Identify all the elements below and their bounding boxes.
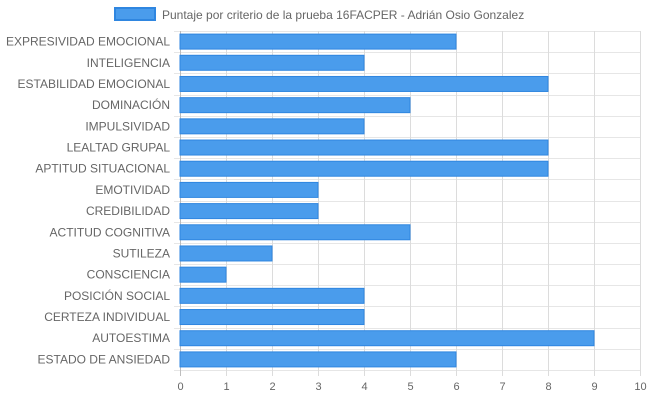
x-tick-label: 6 [453,381,459,393]
bar[interactable] [179,287,365,304]
bar[interactable] [179,351,457,368]
bar[interactable] [179,224,411,241]
x-tick-label: 4 [361,381,367,393]
bar[interactable] [179,160,549,177]
bar[interactable] [179,245,273,262]
x-tick-label: 9 [591,381,597,393]
legend-label: Puntaje por criterio de la prueba 16FACP… [162,8,524,22]
category-label: IMPULSIVIDAD [85,119,170,133]
category-label: LEALTAD GRUPAL [67,141,171,155]
category-label: POSICIÓN SOCIAL [64,288,170,303]
x-tick-label: 3 [315,381,321,393]
bar[interactable] [179,139,549,156]
x-tick-label: 8 [545,381,551,393]
x-tick-label: 5 [407,381,413,393]
legend-swatch [114,7,156,21]
category-label: SUTILEZA [113,246,170,260]
bar[interactable] [179,181,319,198]
bar[interactable] [179,33,457,50]
bar[interactable] [179,97,411,114]
category-label: ESTABILIDAD EMOCIONAL [18,77,171,91]
category-label: ESTADO DE ANSIEDAD [38,352,171,366]
x-tick-label: 2 [269,381,275,393]
bar[interactable] [179,309,365,326]
x-tick-label: 10 [634,381,646,393]
x-tick-label: 0 [177,381,183,393]
bar[interactable] [179,330,595,347]
category-label: INTELIGENCIA [87,56,170,70]
category-label: CREDIBILIDAD [86,204,170,218]
category-label: CONSCIENCIA [87,268,170,282]
category-label: CERTEZA INDIVIDUAL [44,310,170,324]
category-labels: EXPRESIVIDAD EMOCIONAL INTELIGENCIA ESTABI… [6,35,170,367]
x-tick-label: 1 [223,381,229,393]
category-label: APTITUD SITUACIONAL [35,162,170,176]
bar[interactable] [179,203,319,220]
bars [179,33,595,368]
x-tick-label: 7 [499,381,505,393]
legend[interactable]: Puntaje por criterio de la prueba 16FACP… [114,7,524,22]
bar[interactable] [179,75,549,92]
category-label: AUTOESTIMA [92,331,170,345]
category-label: ACTITUD COGNITIVA [50,225,170,239]
bar[interactable] [179,54,365,71]
x-axis-tick-labels: 0 1 2 3 4 5 6 7 8 9 10 [177,381,646,393]
category-label: DOMINACIÓN [92,97,170,112]
bar[interactable] [179,266,227,283]
category-label: EXPRESIVIDAD EMOCIONAL [6,35,170,49]
bar[interactable] [179,118,365,135]
category-label: EMOTIVIDAD [95,183,170,197]
